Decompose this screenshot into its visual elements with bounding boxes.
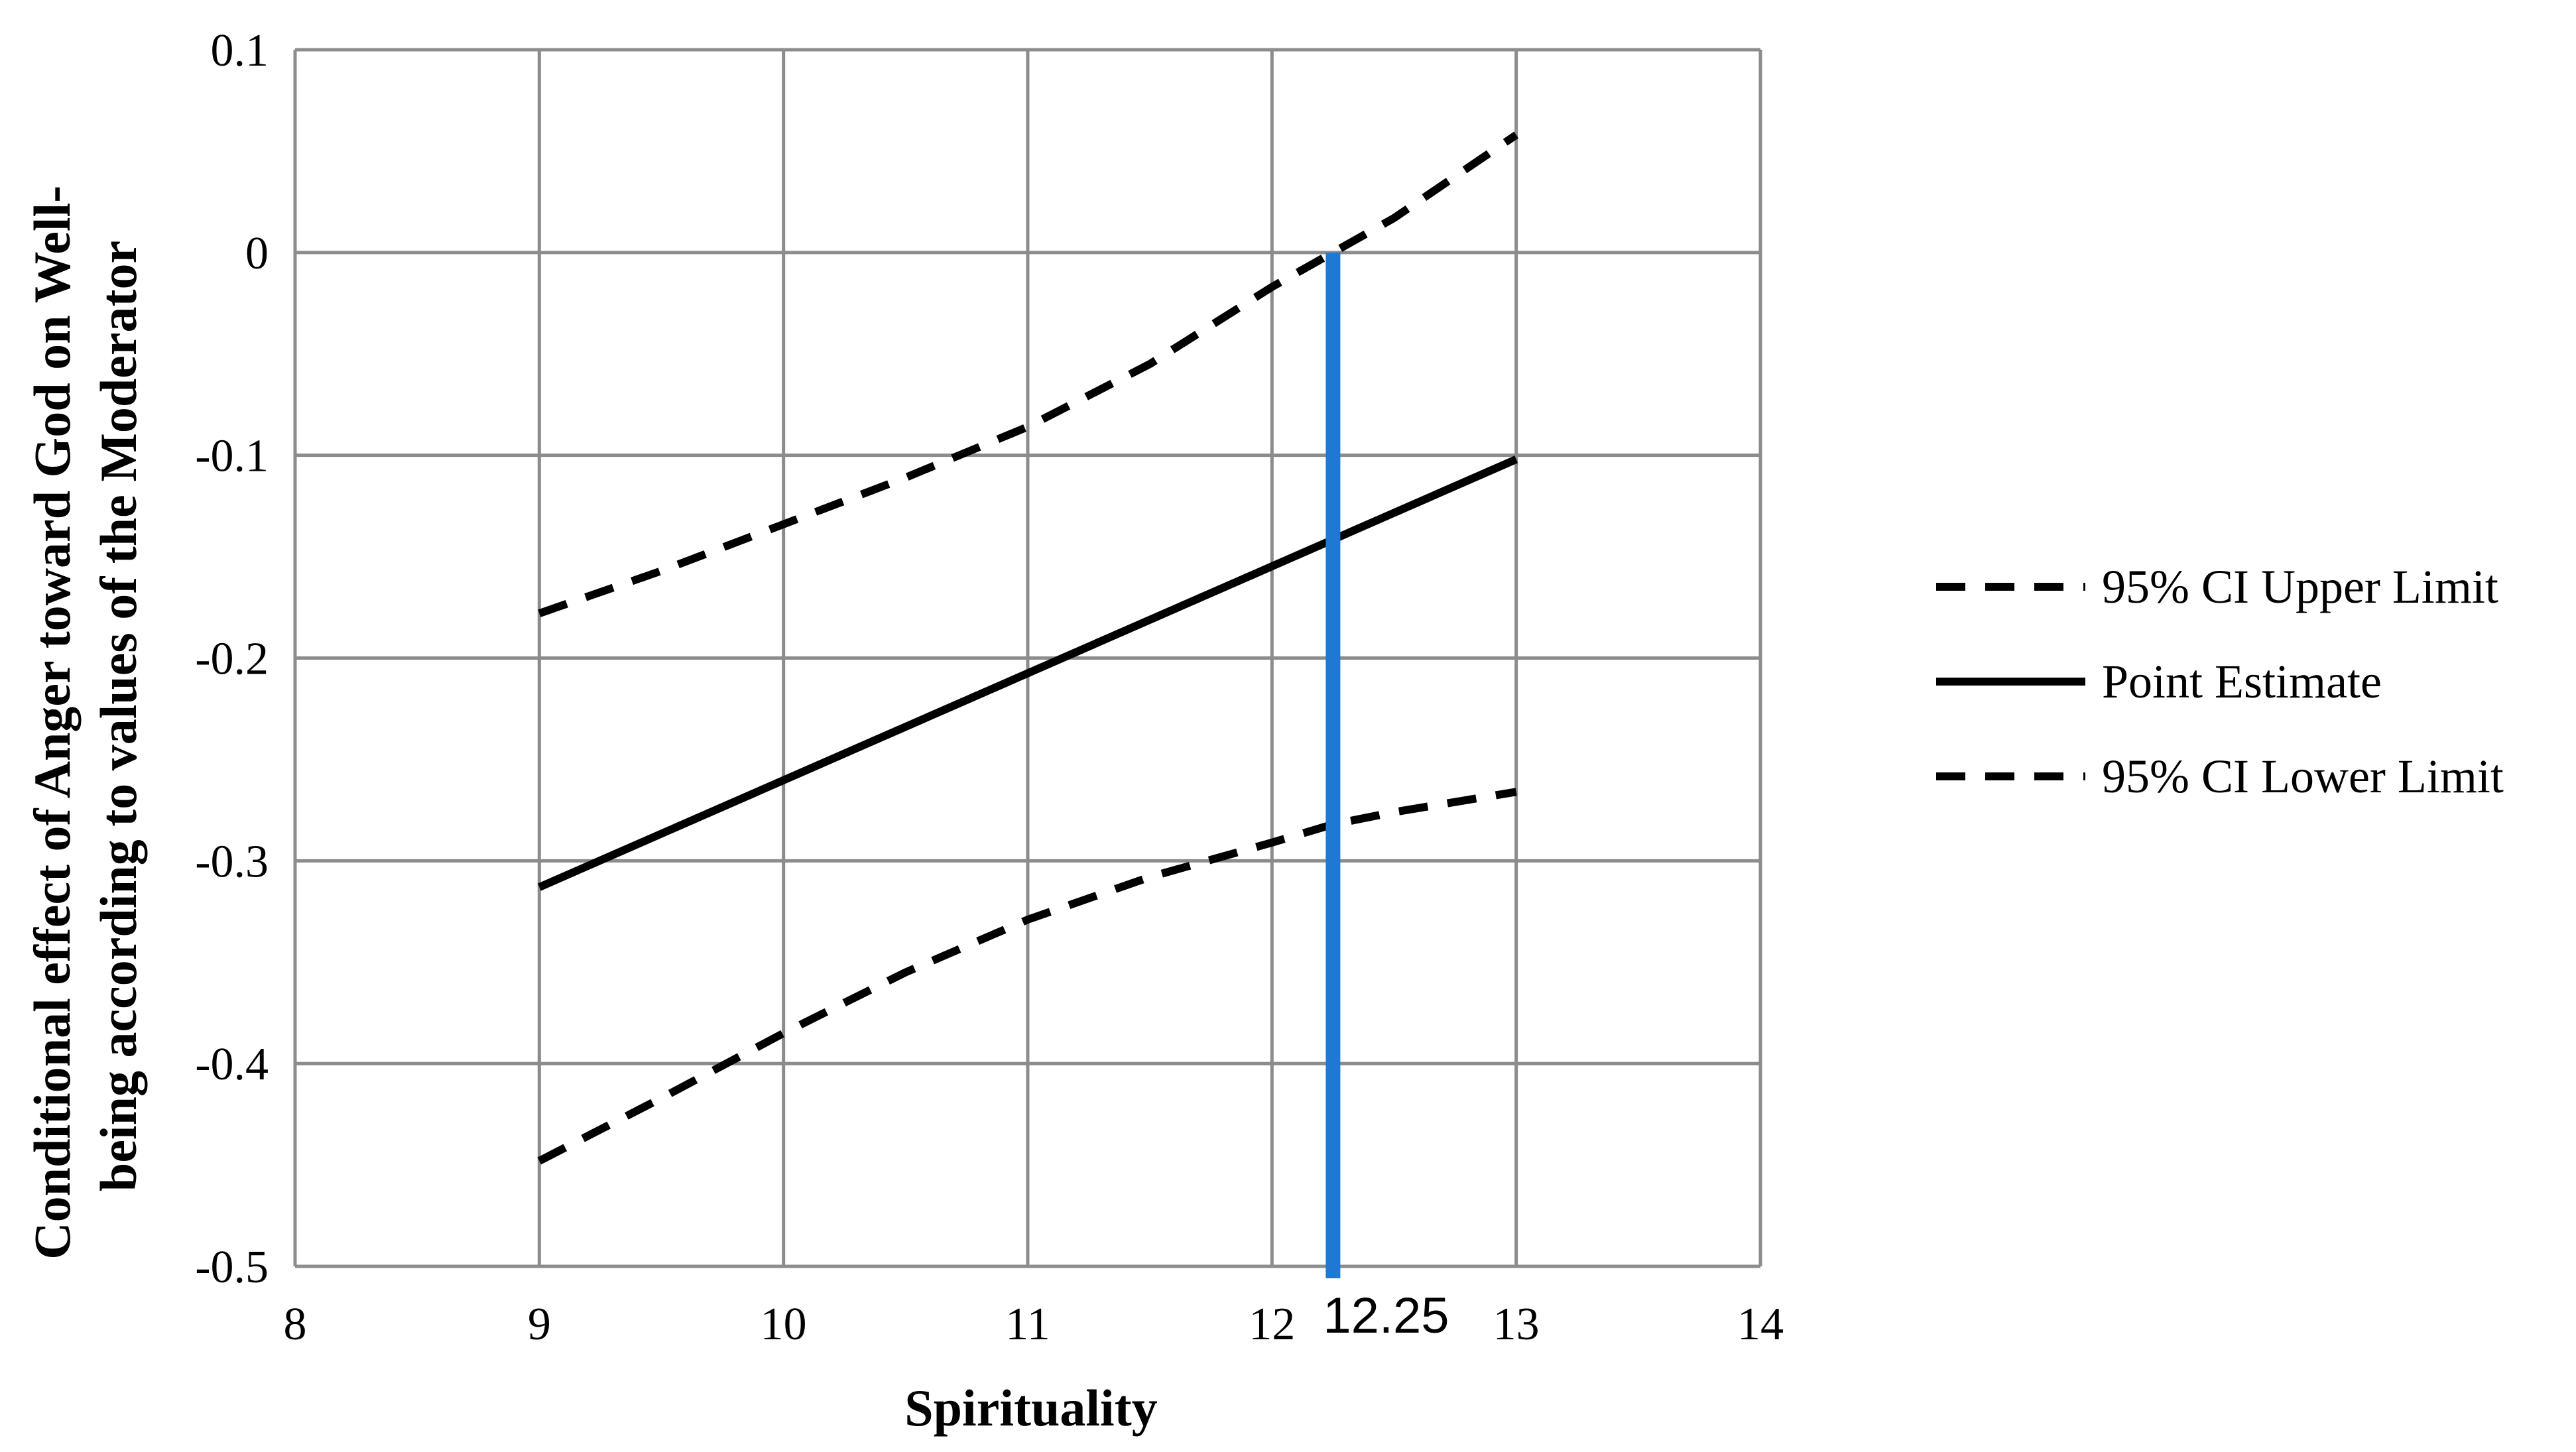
y-tick-label: 0 (245, 228, 269, 279)
legend: 95% CI Upper Limit Point Estimate 95% CI L… (1936, 560, 2504, 803)
x-tick-label: 8 (284, 1299, 307, 1350)
x-axis-title: Spirituality (904, 1379, 1157, 1437)
threshold-label: 12.25 (1323, 1288, 1449, 1344)
y-axis-title-line-2: being according to values of the Moderat… (90, 241, 147, 1191)
annotation-layer: 12.25 (1323, 252, 1449, 1344)
y-tick-label: -0.3 (195, 836, 269, 887)
x-tick-label: 11 (1005, 1299, 1050, 1350)
series-line-1 (538, 131, 1519, 617)
series-line-3 (537, 788, 1517, 1165)
y-axis-title-line-1: Conditional effect of Anger toward God o… (23, 186, 81, 1260)
y-tick-label: 0.1 (211, 25, 269, 76)
y-tick-label: -0.4 (195, 1039, 269, 1090)
series-layer (537, 131, 1519, 1165)
legend-label-2: Point Estimate (2102, 655, 2382, 708)
x-tick-label: 10 (761, 1299, 807, 1350)
series-line-2 (537, 455, 1518, 891)
x-tick-label: 9 (528, 1299, 551, 1350)
x-tick-label: 13 (1493, 1299, 1540, 1350)
x-tick-label: 14 (1737, 1299, 1784, 1350)
legend-label-3: 95% CI Lower Limit (2102, 750, 2504, 803)
x-tick-label: 12 (1249, 1299, 1295, 1350)
y-tick-label: -0.5 (195, 1242, 269, 1293)
ticks-layer: 8 9 10 11 12 13 14 0.1 0 -0.1 -0.2 -0.3 -0.4 -0.5 (195, 25, 1784, 1350)
y-tick-label: -0.2 (195, 634, 269, 685)
gridlines (293, 48, 1762, 1268)
y-axis-title: Conditional effect of Anger toward God o… (23, 172, 147, 1259)
legend-label-1: 95% CI Upper Limit (2102, 560, 2498, 613)
y-tick-label: -0.1 (195, 431, 269, 482)
